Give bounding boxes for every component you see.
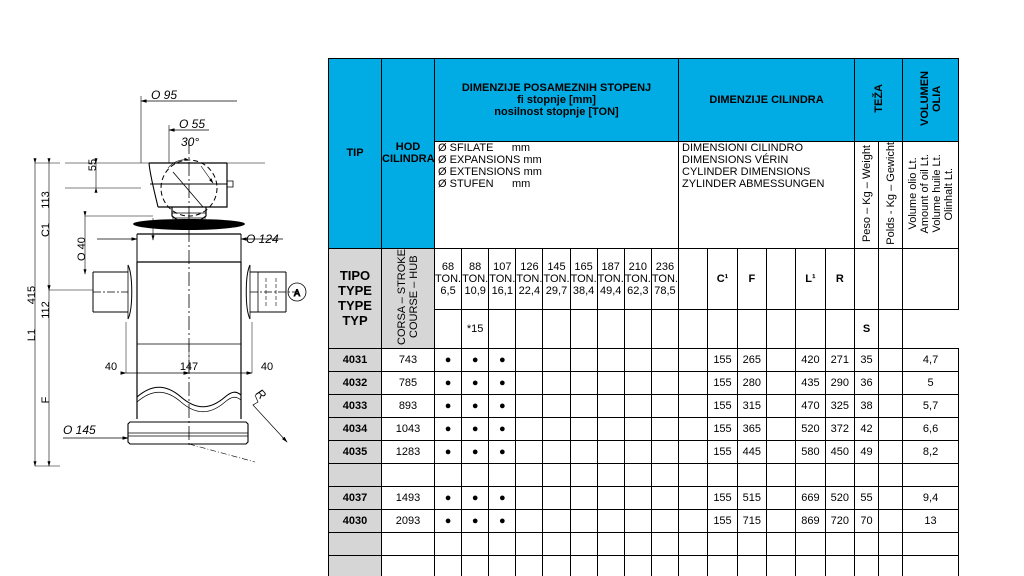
svg-text:O 145: O 145 xyxy=(63,423,96,437)
svg-text:A: A xyxy=(294,288,300,298)
svg-text:415: 415 xyxy=(26,286,38,304)
svg-text:O 124: O 124 xyxy=(246,232,279,246)
svg-text:55: 55 xyxy=(87,159,99,171)
svg-text:O 95: O 95 xyxy=(151,88,177,102)
svg-text:112: 112 xyxy=(40,301,52,319)
svg-text:C1: C1 xyxy=(40,223,52,237)
svg-text:40: 40 xyxy=(261,361,273,373)
svg-text:30°: 30° xyxy=(181,135,199,149)
svg-text:O 40: O 40 xyxy=(76,237,88,261)
svg-text:O 55: O 55 xyxy=(179,117,205,131)
svg-text:R: R xyxy=(253,386,269,402)
svg-text:F: F xyxy=(40,396,52,403)
svg-text:40: 40 xyxy=(105,361,117,373)
svg-text:113: 113 xyxy=(40,191,52,209)
svg-text:L1: L1 xyxy=(26,329,38,341)
svg-text:147: 147 xyxy=(180,361,198,373)
